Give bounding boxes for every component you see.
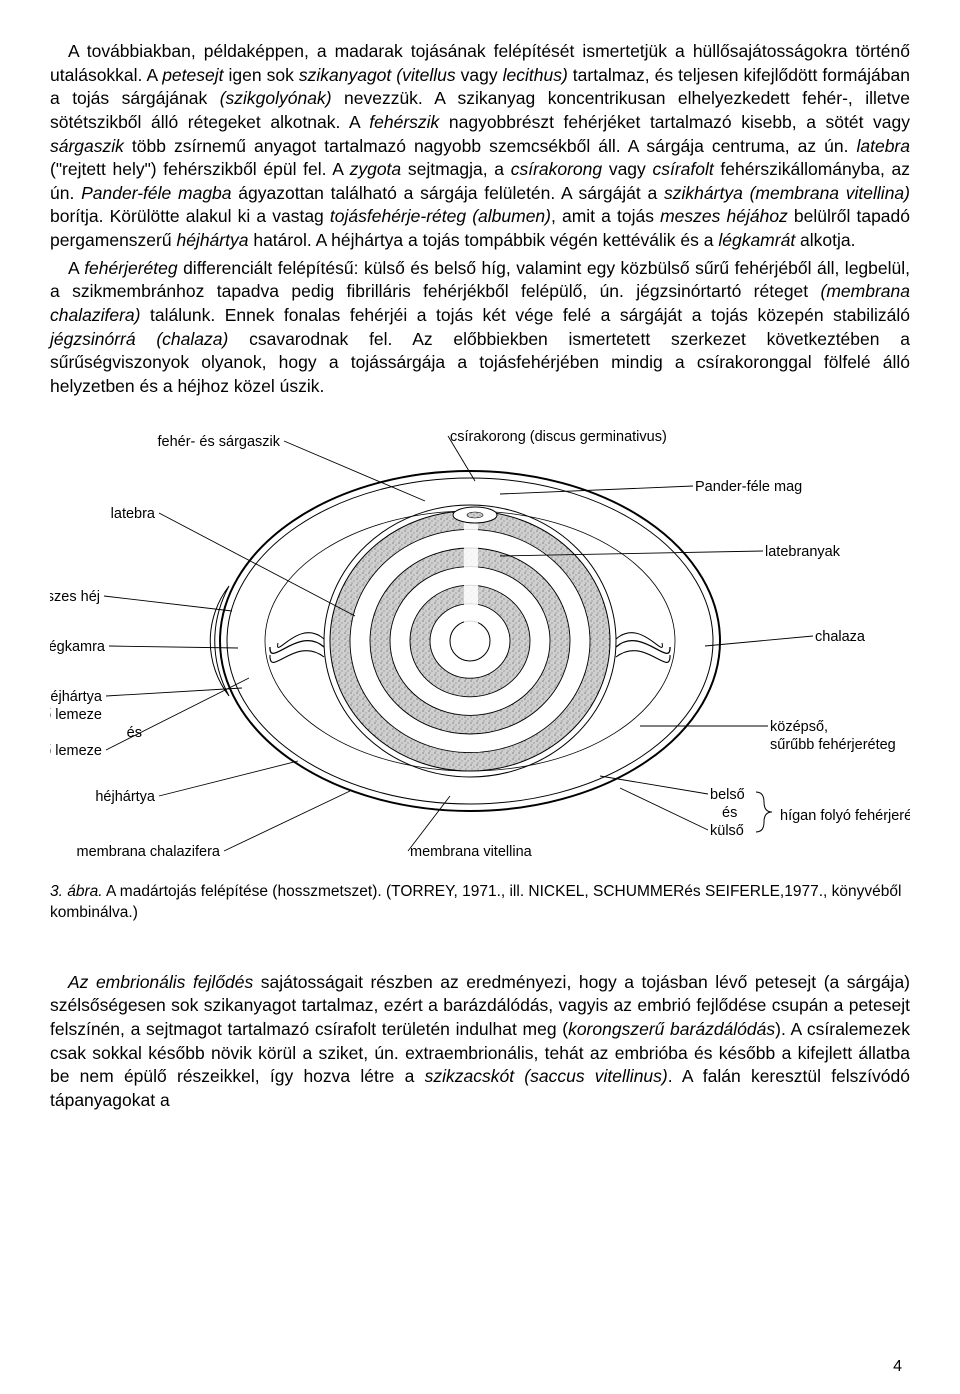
svg-text:meszes héj: meszes héj [50,589,100,605]
paragraph-2: A fehérjeréteg differenciált felépítésű:… [50,257,910,399]
svg-text:külső: külső [710,823,744,839]
svg-text:a héjhártya: a héjhártya [50,689,103,705]
svg-text:latebranyak: latebranyak [765,544,841,560]
svg-text:membrana vitellina: membrana vitellina [410,844,533,860]
svg-text:membrana chalazifera: membrana chalazifera [77,844,221,860]
page-number: 4 [893,1358,902,1376]
svg-text:latebra: latebra [111,506,156,522]
svg-text:belső lemeze: belső lemeze [50,743,102,759]
figure-egg-diagram: fehér- és sárgaszik latebra meszes héj légk… [50,416,910,876]
svg-text:belső: belső [710,787,745,803]
svg-text:hígan folyó fehérjeréteg: hígan folyó fehérjeréteg [780,808,910,824]
paragraph-3: Az embrionális fejlődés sajátosságait ré… [50,971,910,1113]
svg-text:chalaza: chalaza [815,629,866,645]
svg-text:fehér- és sárgaszik: fehér- és sárgaszik [158,434,281,450]
svg-text:Pander-féle mag: Pander-féle mag [695,479,802,495]
svg-text:héjhártya: héjhártya [95,789,156,805]
svg-text:külső lemeze: külső lemeze [50,707,102,723]
paragraph-1: A továbbiakban, példaképpen, a madarak t… [50,40,910,253]
figure-caption: 3. ábra. A madártojás felépítése (hosszm… [50,882,910,922]
egg-diagram-svg: fehér- és sárgaszik latebra meszes héj légk… [50,416,910,876]
svg-text:csírakorong (discus germinativ: csírakorong (discus germinativus) [450,429,667,445]
svg-text:és: és [722,805,737,821]
svg-text:középső,: középső, [770,719,828,735]
svg-text:sűrűbb fehérjeréteg: sűrűbb fehérjeréteg [770,737,896,753]
svg-text:légkamra: légkamra [50,639,106,655]
